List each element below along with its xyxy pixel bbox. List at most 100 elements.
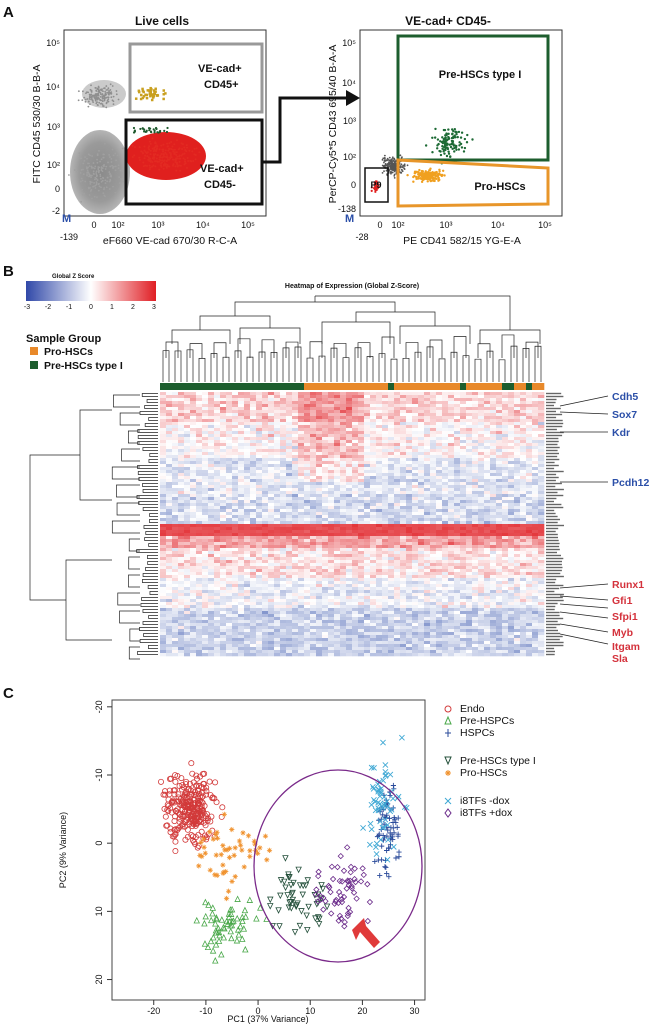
- heatmap-cell: [232, 416, 239, 420]
- heatmap-cell: [382, 395, 389, 399]
- event-dot: [83, 96, 86, 99]
- heatmap-cell: [424, 464, 431, 468]
- heatmap-cell: [196, 476, 203, 480]
- heatmap-cell: [328, 494, 335, 498]
- heatmap-cell: [286, 479, 293, 483]
- heatmap-cell: [190, 521, 197, 525]
- heatmap-cell: [250, 554, 257, 558]
- heatmap-cell: [424, 437, 431, 441]
- heatmap-cell: [340, 419, 347, 423]
- heatmap-cell: [256, 527, 263, 531]
- event-dot: [118, 182, 121, 184]
- heatmap-cell: [184, 401, 191, 405]
- heatmap-cell: [520, 407, 527, 411]
- heatmap-cell: [322, 548, 329, 552]
- heatmap-cell: [424, 428, 431, 432]
- heatmap-cell: [268, 530, 275, 534]
- heatmap-cell: [370, 443, 377, 447]
- heatmap-cell: [232, 536, 239, 540]
- heatmap-cell: [250, 455, 257, 459]
- heatmap-cell: [496, 554, 503, 558]
- heatmap-cell: [160, 449, 167, 453]
- heatmap-cell: [418, 416, 425, 420]
- heatmap-cell: [184, 488, 191, 492]
- heatmap-cell: [184, 521, 191, 525]
- heatmap-cell: [226, 410, 233, 414]
- heatmap-cell: [274, 542, 281, 546]
- heatmap-cell: [478, 455, 485, 459]
- heatmap-cell: [538, 509, 545, 513]
- event-dot: [99, 91, 102, 94]
- heatmap-cell: [412, 425, 419, 429]
- heatmap-cell: [430, 485, 437, 489]
- heatmap-cell: [250, 395, 257, 399]
- dendrogram-branch: [147, 555, 158, 559]
- heatmap-cell: [382, 440, 389, 444]
- y-tick: 10²: [47, 160, 60, 170]
- heatmap-cell: [346, 467, 353, 471]
- heatmap-cell: [190, 536, 197, 540]
- heatmap-cell: [400, 536, 407, 540]
- event-dot: [148, 164, 151, 167]
- heatmap-cell: [262, 434, 269, 438]
- event-dot: [170, 148, 173, 151]
- heatmap-cell: [442, 446, 449, 450]
- heatmap-cell: [454, 503, 461, 507]
- heatmap-cell: [184, 473, 191, 477]
- heatmap-cell: [358, 551, 365, 555]
- heatmap-cell: [226, 482, 233, 486]
- heatmap-cell: [400, 473, 407, 477]
- heatmap-cell: [184, 482, 191, 486]
- heatmap-cell: [508, 443, 515, 447]
- heatmap-cell: [346, 545, 353, 549]
- heatmap-cell: [526, 464, 533, 468]
- heatmap-cell: [532, 413, 539, 417]
- event-dot: [436, 147, 439, 150]
- heatmap-cell: [406, 521, 413, 525]
- heatmap-cell: [460, 410, 467, 414]
- event-dot: [105, 106, 108, 109]
- heatmap-cell: [196, 422, 203, 426]
- heatmap-cell: [484, 485, 491, 489]
- heatmap-cell: [364, 512, 371, 516]
- event-dot: [453, 127, 457, 131]
- heatmap-cell: [442, 524, 449, 528]
- heatmap-cell: [256, 536, 263, 540]
- heatmap-cell: [274, 410, 281, 414]
- heatmap-cell: [226, 551, 233, 555]
- heatmap-cell: [208, 431, 215, 435]
- heatmap-cell: [520, 512, 527, 516]
- dendrogram-branch: [147, 645, 158, 649]
- event-dot: [195, 147, 198, 150]
- colorbar: Global Z Score -3 -2 -1 0 1 2 3: [24, 274, 156, 311]
- heatmap-cell: [268, 413, 275, 417]
- heatmap-cell: [292, 515, 299, 519]
- dendrogram-branch: [234, 301, 396, 316]
- heatmap-cell: [232, 437, 239, 441]
- event-dot: [121, 147, 124, 150]
- heatmap-cell: [160, 461, 167, 465]
- heatmap-cell: [244, 431, 251, 435]
- heatmap-cell: [448, 497, 455, 501]
- event-dot: [162, 97, 165, 101]
- heatmap-cell: [388, 416, 395, 420]
- heatmap-cell: [508, 497, 515, 501]
- event-dot: [175, 169, 178, 172]
- heatmap-cell: [430, 425, 437, 429]
- heatmap-cell: [442, 503, 449, 507]
- heatmap-cell: [436, 551, 443, 555]
- event-dot: [88, 175, 90, 178]
- heatmap-cell: [280, 395, 287, 399]
- dendrogram-branch: [198, 357, 206, 382]
- heatmap-cell: [502, 488, 509, 492]
- event-dot: [455, 148, 458, 151]
- heatmap-cell: [412, 440, 419, 444]
- heatmap-cell: [340, 425, 347, 429]
- heatmap-cell: [334, 407, 341, 411]
- heatmap-cell: [478, 488, 485, 492]
- heatmap-cell: [334, 470, 341, 474]
- heatmap-cell: [352, 443, 359, 447]
- heatmap-cell: [412, 413, 419, 417]
- event-dot: [86, 171, 89, 174]
- event-dot: [92, 162, 95, 164]
